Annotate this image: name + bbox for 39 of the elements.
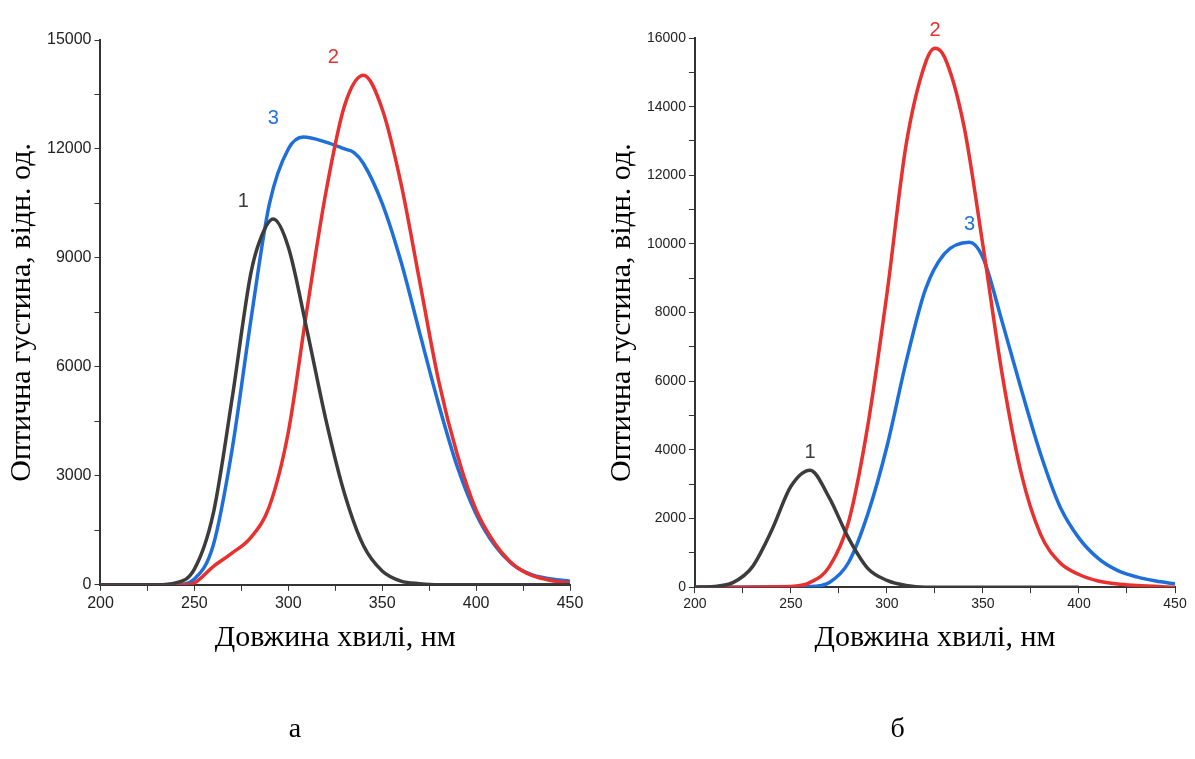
y-tick-label: 6000 (654, 372, 687, 389)
text: а (287, 712, 303, 744)
x-axis-title: Довжина хвилі, нм (814, 618, 1056, 652)
text: б (889, 712, 906, 744)
x-tick-label: 300 (875, 595, 899, 612)
y-axis-title: Оптична густина, відн. од. (2, 143, 36, 482)
x-tick-label: 250 (181, 593, 208, 611)
series-label: 1 (804, 439, 816, 462)
series-label: 2 (929, 17, 941, 40)
x-tick-label: 200 (683, 595, 707, 612)
x-axis-title: Довжина хвилі, нм (214, 618, 456, 652)
y-tick-label: 3000 (55, 466, 92, 484)
y-tick-label: 14000 (646, 97, 687, 114)
x-tick-label: 350 (368, 593, 396, 611)
x-tick-label: 400 (462, 593, 490, 611)
y-tick-label: 0 (678, 578, 687, 595)
x-tick-label: 250 (779, 595, 803, 612)
x-tick-label: 350 (971, 595, 995, 612)
series-label: 3 (963, 211, 976, 234)
y-tick-label: 2000 (654, 509, 687, 526)
y-tick-label: 9000 (55, 248, 92, 266)
y-tick-label: 10000 (646, 234, 687, 251)
y-axis-title: Оптична густина, відн. од. (602, 143, 636, 482)
y-tick-label: 12000 (646, 166, 687, 183)
y-tick-label: 16000 (646, 28, 687, 45)
x-tick-label: 300 (274, 593, 302, 611)
y-tick-label: 0 (82, 575, 92, 593)
y-tick-label: 12000 (46, 139, 92, 157)
y-tick-label: 4000 (654, 440, 687, 457)
series-label: 2 (327, 44, 339, 67)
y-tick-label: 8000 (654, 303, 687, 320)
x-tick-label: 450 (556, 593, 584, 611)
series-label: 3 (267, 106, 279, 129)
x-tick-label: 450 (1163, 595, 1187, 612)
y-tick-label: 15000 (46, 30, 92, 48)
x-tick-label: 400 (1067, 595, 1091, 612)
x-tick-label: 200 (87, 593, 114, 611)
y-tick-label: 6000 (55, 357, 92, 375)
series-label: 1 (237, 188, 249, 211)
